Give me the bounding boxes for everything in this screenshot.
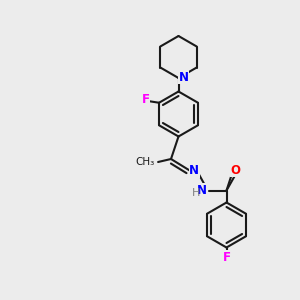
Text: CH₃: CH₃: [135, 157, 154, 167]
Text: N: N: [179, 70, 189, 84]
Text: N: N: [189, 164, 199, 178]
Text: N: N: [197, 184, 207, 197]
Text: F: F: [142, 93, 149, 106]
Text: F: F: [223, 251, 230, 264]
Text: H: H: [192, 188, 201, 199]
Text: O: O: [231, 164, 241, 177]
